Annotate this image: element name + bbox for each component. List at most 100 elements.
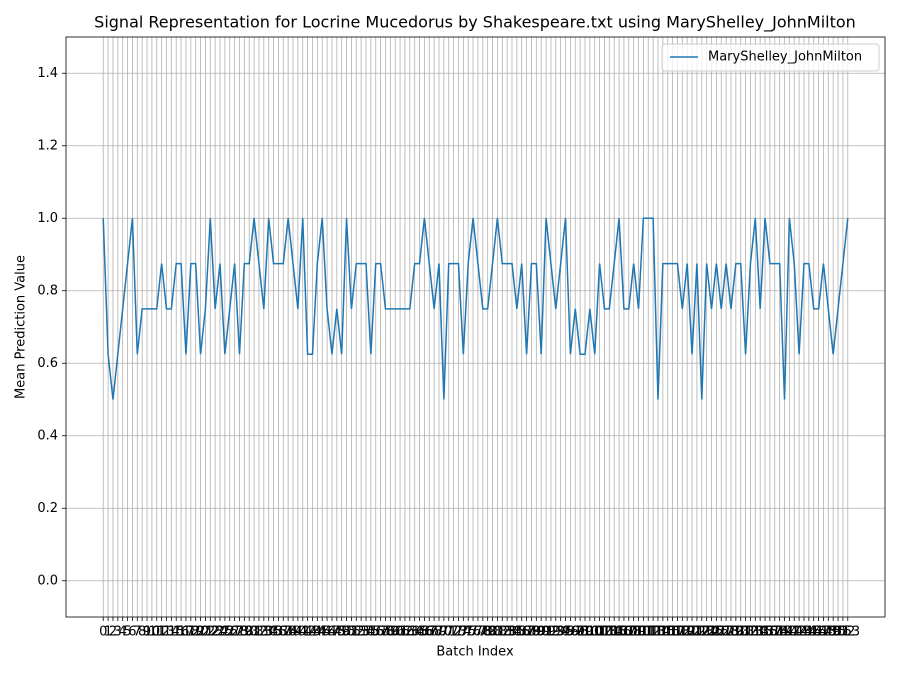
x-tick-label: 151 (826, 625, 851, 640)
legend-label: MaryShelley_JohnMilton (708, 50, 862, 65)
x-tick-label: 28 (231, 625, 248, 640)
x-tick-label: 107 (612, 625, 637, 640)
x-tick-label: 113 (641, 625, 666, 640)
x-tick-label: 22 (202, 625, 219, 640)
x-tick-label: 1 (104, 625, 112, 640)
x-tick-label: 33 (256, 625, 273, 640)
x-tick-label: 18 (183, 625, 200, 640)
y-tick-label: 1.4 (37, 66, 58, 81)
x-tick-label: 74 (455, 625, 472, 640)
x-tick-label: 89 (528, 625, 545, 640)
x-tick-label: 145 (796, 625, 821, 640)
x-tick-label: 133 (738, 625, 763, 640)
data-line (102, 217, 849, 400)
x-tick-label: 103 (592, 625, 617, 640)
x-tick-label: 34 (260, 625, 277, 640)
x-tick-label: 126 (704, 625, 729, 640)
x-tick-label: 15 (168, 625, 185, 640)
x-tick-label: 104 (597, 625, 622, 640)
y-tick-label: 0.8 (37, 283, 58, 298)
x-tick-label: 61 (392, 625, 409, 640)
x-tick-label: 91 (538, 625, 555, 640)
x-tick-label: 147 (806, 625, 831, 640)
x-tick-label: 108 (616, 625, 641, 640)
x-tick-label: 20 (192, 625, 209, 640)
x-tick-label: 115 (650, 625, 675, 640)
x-tick-label: 150 (821, 625, 846, 640)
x-tick-label: 132 (733, 625, 758, 640)
x-tick-label: 2 (109, 625, 117, 640)
x-tick-label: 14 (163, 625, 180, 640)
x-tick-label: 142 (782, 625, 807, 640)
x-tick-label: 120 (675, 625, 700, 640)
x-tick-label: 10 (144, 625, 161, 640)
x-tick-label: 95 (557, 625, 574, 640)
x-tick-label: 7 (133, 625, 141, 640)
x-tick-label: 9 (143, 625, 151, 640)
x-tick-label: 3 (114, 625, 122, 640)
x-tick-label: 27 (226, 625, 243, 640)
x-tick-label: 146 (801, 625, 826, 640)
x-tick-label: 26 (221, 625, 238, 640)
x-tick-label: 149 (816, 625, 841, 640)
x-tick-label: 32 (251, 625, 268, 640)
x-tick-label: 81 (489, 625, 506, 640)
x-tick-label: 84 (504, 625, 521, 640)
x-tick-label: 31 (246, 625, 263, 640)
x-tick-label: 100 (577, 625, 602, 640)
x-tick-label: 102 (587, 625, 612, 640)
x-tick-label: 68 (426, 625, 443, 640)
x-tick-label: 57 (372, 625, 389, 640)
x-tick-label: 56 (367, 625, 384, 640)
x-tick-label: 63 (402, 625, 419, 640)
y-tick-label: 0.2 (37, 501, 58, 516)
x-tick-label: 136 (753, 625, 778, 640)
x-tick-label: 24 (212, 625, 229, 640)
x-tick-label: 125 (699, 625, 724, 640)
x-tick-label: 23 (207, 625, 224, 640)
x-tick-label: 123 (689, 625, 714, 640)
x-tick-label: 25 (217, 625, 234, 640)
x-tick-label: 70 (436, 625, 453, 640)
x-tick-label: 106 (607, 625, 632, 640)
x-tick-label: 110 (626, 625, 651, 640)
x-tick-label: 51 (343, 625, 360, 640)
x-tick-label: 72 (445, 625, 462, 640)
x-tick-label: 82 (494, 625, 511, 640)
x-tick-label: 93 (548, 625, 565, 640)
x-tick-label: 43 (304, 625, 321, 640)
x-tick-label: 17 (178, 625, 195, 640)
y-tick-label: 0.6 (37, 356, 58, 371)
x-tick-label: 143 (787, 625, 812, 640)
x-tick-label: 96 (562, 625, 579, 640)
x-tick-label: 135 (748, 625, 773, 640)
x-tick-label: 86 (513, 625, 530, 640)
x-tick-label: 64 (406, 625, 423, 640)
x-tick-label: 79 (479, 625, 496, 640)
x-tick-label: 112 (636, 625, 661, 640)
x-tick-label: 38 (280, 625, 297, 640)
x-tick-label: 83 (499, 625, 516, 640)
x-tick-label: 59 (382, 625, 399, 640)
x-tick-label: 130 (723, 625, 748, 640)
x-tick-label: 117 (660, 625, 685, 640)
x-tick-label: 16 (173, 625, 190, 640)
x-tick-label: 66 (416, 625, 433, 640)
x-tick-label: 78 (475, 625, 492, 640)
x-tick-label: 65 (411, 625, 428, 640)
x-tick-label: 109 (621, 625, 646, 640)
x-tick-label: 88 (523, 625, 540, 640)
x-tick-label: 69 (431, 625, 448, 640)
x-tick-label: 62 (397, 625, 414, 640)
x-tick-label: 19 (187, 625, 204, 640)
x-tick-label: 37 (275, 625, 292, 640)
x-tick-label: 52 (348, 625, 365, 640)
x-tick-label: 87 (518, 625, 535, 640)
y-tick-label: 0.0 (37, 573, 58, 588)
x-tick-label: 119 (670, 625, 695, 640)
plot-frame (65, 36, 886, 618)
x-tick-label: 138 (762, 625, 787, 640)
x-tick-label: 29 (236, 625, 253, 640)
x-tick-label: 99 (577, 625, 594, 640)
x-tick-label: 12 (153, 625, 170, 640)
